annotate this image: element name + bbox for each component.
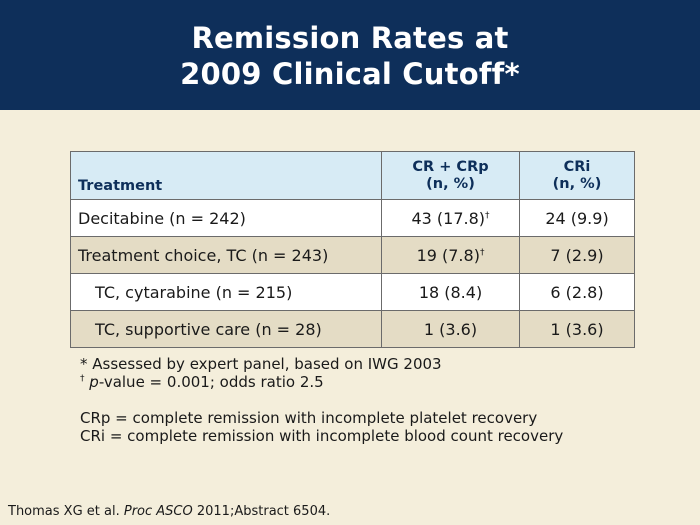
cri-cell: 7 (2.9) [519, 236, 635, 274]
slide-title-banner: Remission Rates at 2009 Clinical Cutoff* [0, 0, 700, 110]
header-cr-crp-line1: CR + CRp [412, 158, 489, 175]
citation: Thomas XG et al. Proc ASCO 2011;Abstract… [8, 504, 330, 519]
row-label: TC, supportive care (n = 28) [70, 310, 382, 348]
dagger-mark: † [80, 374, 85, 384]
header-cri-line1: CRi [563, 158, 591, 175]
table-row: Treatment choice, TC (n = 243) 19 (7.8)†… [70, 236, 635, 274]
cr-crp-cell: 18 (8.4) [381, 273, 520, 311]
table-header-row: Treatment CR + CRp (n, %) CRi (n, %) [70, 151, 635, 200]
citation-journal: Proc ASCO [123, 504, 193, 519]
spacer [80, 391, 563, 409]
header-treatment: Treatment [70, 151, 382, 200]
header-cr-crp: CR + CRp (n, %) [381, 151, 520, 200]
header-cri: CRi (n, %) [519, 151, 635, 200]
slide-title-line-1: Remission Rates at [191, 21, 509, 55]
header-cri-line2: (n, %) [552, 175, 602, 192]
citation-rest: 2011;Abstract 6504. [192, 504, 331, 519]
cri-cell: 1 (3.6) [519, 310, 635, 348]
table-row: TC, cytarabine (n = 215) 18 (8.4) 6 (2.8… [70, 273, 635, 311]
footnote-asterisk: * Assessed by expert panel, based on IWG… [80, 355, 442, 373]
crp-definition: CRp = complete remission with incomplete… [80, 409, 538, 427]
cr-crp-value: 43 (17.8) [411, 208, 486, 228]
cri-definition: CRi = complete remission with incomplete… [80, 427, 564, 445]
row-label: TC, cytarabine (n = 215) [70, 273, 382, 311]
table-row: Decitabine (n = 242) 43 (17.8)† 24 (9.9) [70, 199, 635, 237]
p-value-text: -value = 0.001; odds ratio 2.5 [98, 373, 324, 391]
header-cr-crp-line2: (n, %) [426, 175, 475, 192]
cr-crp-cell: 43 (17.8)† [381, 199, 520, 237]
dagger-mark: † [479, 247, 485, 258]
citation-authors: Thomas XG et al. [8, 504, 124, 519]
cri-cell: 6 (2.8) [519, 273, 635, 311]
dagger-mark: † [485, 210, 490, 221]
footnote-dagger: † p-value = 0.001; odds ratio 2.5 [80, 373, 563, 391]
cri-cell: 24 (9.9) [519, 199, 635, 237]
slide-title-line-2: 2009 Clinical Cutoff* [180, 57, 520, 91]
footnotes: * Assessed by expert panel, based on IWG… [80, 355, 563, 445]
p-symbol: p [89, 373, 99, 391]
table-row: TC, supportive care (n = 28) 1 (3.6) 1 (… [70, 310, 635, 348]
cr-crp-value: 19 (7.8) [416, 245, 480, 265]
cr-crp-cell: 19 (7.8)† [381, 236, 520, 274]
remission-rates-table: Treatment CR + CRp (n, %) CRi (n, %) Dec… [70, 151, 635, 348]
row-label: Treatment choice, TC (n = 243) [70, 236, 382, 274]
cr-crp-cell: 1 (3.6) [381, 310, 520, 348]
row-label: Decitabine (n = 242) [70, 199, 382, 237]
